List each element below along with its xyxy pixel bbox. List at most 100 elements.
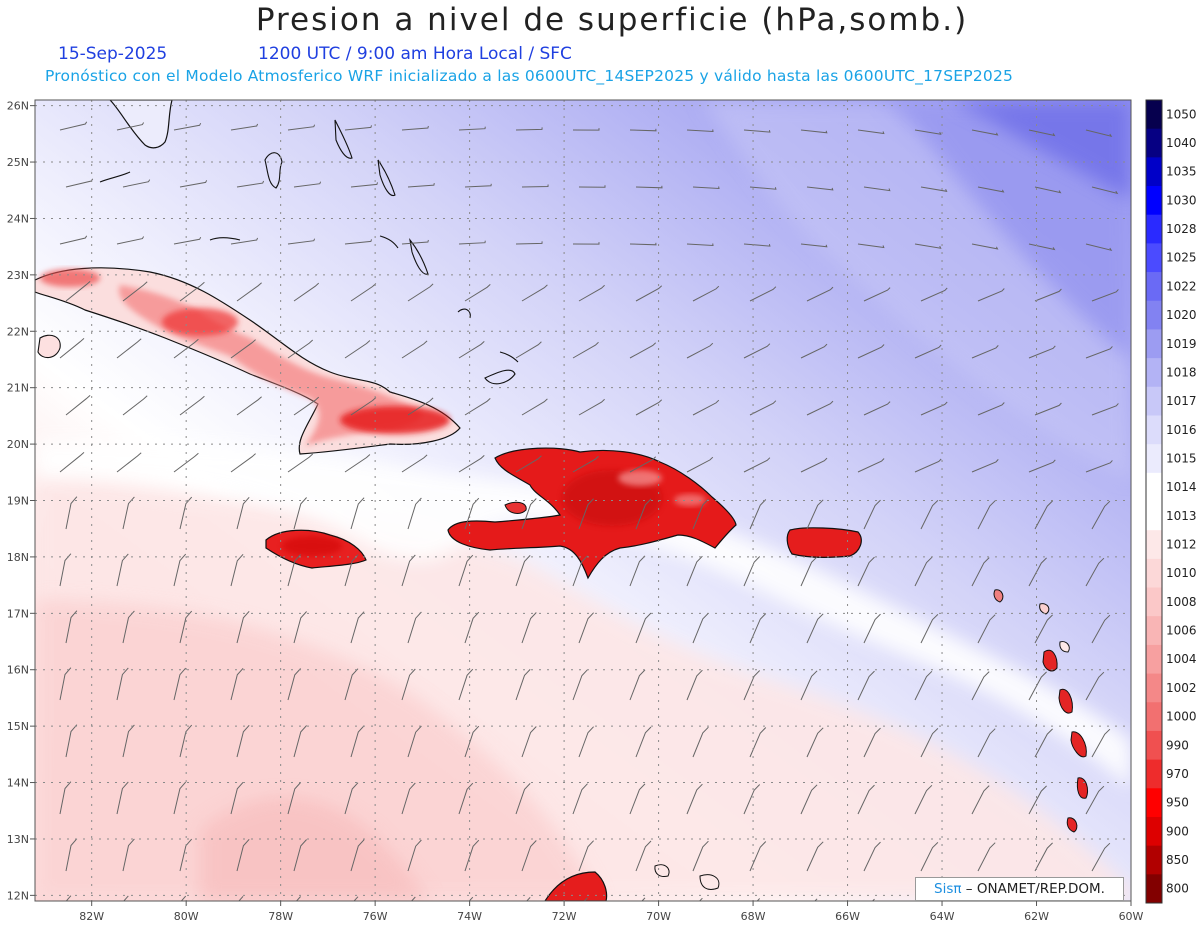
wind-barb xyxy=(914,556,933,587)
wind-barb xyxy=(806,286,834,302)
wind-barb xyxy=(971,345,999,359)
wind-barb xyxy=(1034,728,1053,758)
wind-barb xyxy=(749,499,767,530)
wind-barb xyxy=(344,125,372,131)
wind-barb xyxy=(686,342,714,359)
wind-barb xyxy=(914,344,942,359)
wind-barb xyxy=(1028,345,1056,359)
wind-barb xyxy=(857,243,885,249)
wind-barb xyxy=(515,241,543,245)
wind-barb xyxy=(122,496,135,530)
colorbar-label: 1008 xyxy=(1166,595,1197,609)
colorbar-swatch xyxy=(1146,644,1162,675)
wind-barb xyxy=(287,453,314,473)
wind-barb xyxy=(863,727,881,758)
wind-barb xyxy=(800,670,818,701)
wind-barb xyxy=(116,122,145,131)
colorbar-label: 1025 xyxy=(1166,251,1197,265)
wind-barb xyxy=(293,611,307,644)
wind-barb xyxy=(971,785,990,815)
wind-barb xyxy=(1091,842,1111,872)
wind-barb xyxy=(1028,459,1056,473)
wind-barb xyxy=(458,668,474,701)
wind-barb xyxy=(401,340,428,359)
wind-barb xyxy=(635,726,652,758)
colorbar-swatch xyxy=(1146,558,1162,589)
wind-barb xyxy=(692,498,709,530)
wind-barb xyxy=(173,452,199,473)
wind-barb xyxy=(122,281,148,302)
wind-barb xyxy=(1034,186,1062,194)
wind-barb xyxy=(629,128,657,132)
wind-barb xyxy=(863,613,881,644)
colorbar: 1050 1040 1035 1030 1028 1025 1022 1020 1019 1018… xyxy=(1145,99,1197,904)
wind-barb xyxy=(122,724,135,758)
wind-barb xyxy=(236,724,250,758)
map-title: Presion a nivel de superficie (hPa,somb.… xyxy=(255,2,969,38)
wind-barb xyxy=(59,452,85,473)
wind-barb xyxy=(914,458,942,473)
wind-barb xyxy=(293,282,320,302)
wind-barb xyxy=(65,610,78,644)
lon-label: 78W xyxy=(268,910,293,923)
wind-barb xyxy=(635,399,663,416)
wind-barb xyxy=(350,497,365,530)
credit-brand: Sisπ xyxy=(934,881,962,897)
wind-barb xyxy=(180,895,187,901)
lat-label: 15N xyxy=(7,720,29,733)
colorbar-swatch xyxy=(1146,300,1162,330)
longitude-labels: 82W 80W 78W 76W 74W 72W 70W 68W 66W 64W 62W 60W xyxy=(79,901,1144,923)
wind-barb xyxy=(293,181,322,188)
wind-barb xyxy=(686,783,703,815)
wind-barb xyxy=(468,896,474,901)
wind-barb xyxy=(1085,129,1113,137)
wind-barb xyxy=(635,185,663,189)
model-info: Pronóstico con el Modelo Atmosferico WRF… xyxy=(45,67,1014,85)
colorbar-label: 1022 xyxy=(1166,279,1197,293)
wind-barb xyxy=(920,287,948,302)
wind-barb xyxy=(179,180,208,188)
wind-barb xyxy=(1091,500,1111,530)
colorbar-swatch xyxy=(1146,816,1162,847)
wind-barb xyxy=(756,898,761,901)
wind-barb xyxy=(458,782,474,815)
wind-barb xyxy=(59,781,72,815)
colorbar-label: 970 xyxy=(1166,767,1189,781)
wind-barb xyxy=(116,781,129,815)
colorbar-label: 1014 xyxy=(1166,480,1197,494)
lat-label: 26N xyxy=(7,100,29,113)
wind-barb xyxy=(293,497,307,530)
wind-barb xyxy=(458,455,485,473)
wind-barb xyxy=(173,781,187,815)
wind-barb xyxy=(407,397,434,416)
wind-barb xyxy=(578,398,605,416)
wind-barb xyxy=(971,243,999,250)
colorbar-swatch xyxy=(1146,214,1162,244)
wind-barb xyxy=(116,553,129,587)
wind-barb xyxy=(572,455,599,473)
lat-label: 24N xyxy=(7,212,29,225)
wind-barb xyxy=(692,285,720,302)
wind-barb xyxy=(1028,671,1047,701)
wind-barb xyxy=(236,496,250,530)
wind-barb xyxy=(179,496,193,530)
wind-barb xyxy=(353,896,359,901)
wind-barb xyxy=(641,897,646,901)
wind-barb xyxy=(692,726,709,758)
colorbar-swatch xyxy=(1146,157,1162,187)
colorbar-label: 1012 xyxy=(1166,538,1197,552)
wind-barb xyxy=(977,402,1005,416)
wind-barb xyxy=(1091,728,1111,758)
colorbar-label: 850 xyxy=(1166,853,1189,867)
lon-label: 80W xyxy=(174,910,199,923)
wind-barb xyxy=(123,895,129,901)
wind-barb xyxy=(407,611,422,644)
lat-label: 19N xyxy=(7,495,29,508)
colorbar-label: 800 xyxy=(1166,882,1189,896)
colorbar-label: 1016 xyxy=(1166,423,1197,437)
wind-barb xyxy=(806,499,824,530)
wind-barb xyxy=(629,456,657,473)
wind-barb xyxy=(635,285,663,302)
wind-barb xyxy=(987,899,990,901)
wind-barb xyxy=(230,667,244,701)
